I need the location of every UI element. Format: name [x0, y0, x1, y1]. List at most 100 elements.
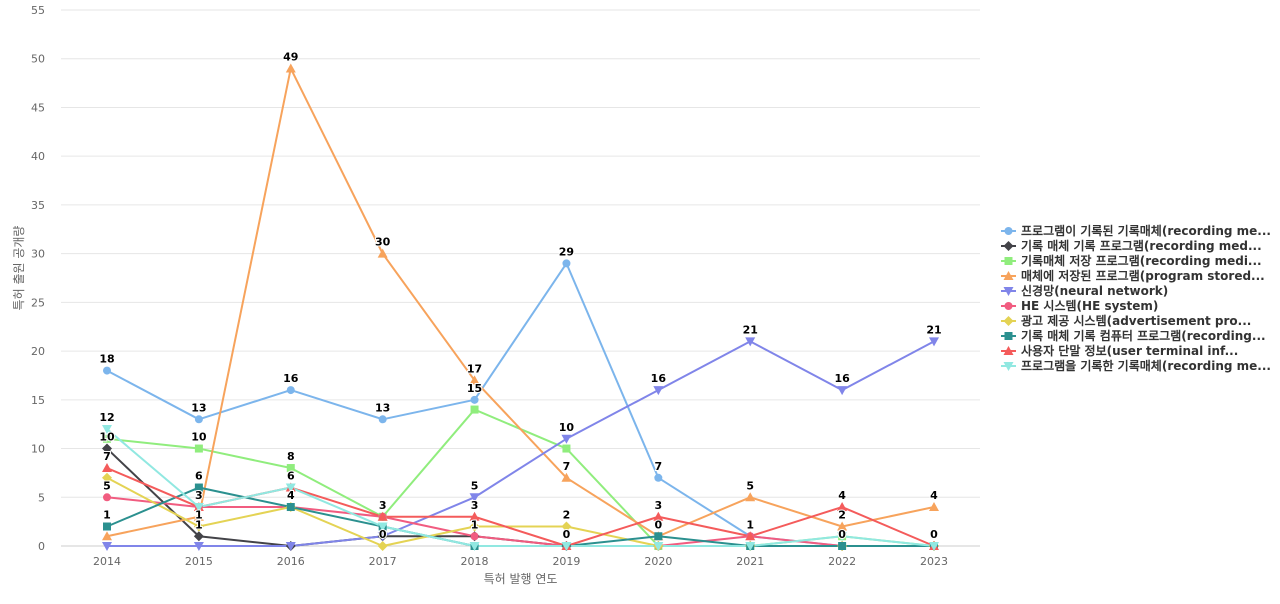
- data-point[interactable]: [193, 542, 204, 551]
- data-label: 1: [195, 518, 203, 531]
- data-point[interactable]: [653, 386, 664, 396]
- legend-item[interactable]: 매체에 저장된 프로그램(program stored...: [1001, 268, 1265, 283]
- legend-item[interactable]: HE 시스템(HE system): [1001, 298, 1158, 313]
- series-markers[interactable]: [102, 63, 939, 551]
- data-point[interactable]: [653, 542, 664, 551]
- data-point[interactable]: [377, 532, 388, 542]
- data-point[interactable]: [837, 502, 848, 512]
- data-point[interactable]: [103, 366, 111, 375]
- legend-marker[interactable]: [1004, 332, 1013, 340]
- data-point[interactable]: [745, 492, 756, 502]
- legend[interactable]: 프로그램이 기록된 기록매체(recording me...기록 매체 기록 프…: [1001, 223, 1271, 373]
- series-line[interactable]: [106, 428, 935, 547]
- data-point[interactable]: [837, 521, 848, 531]
- data-point[interactable]: [837, 532, 848, 542]
- legend-item[interactable]: 신경망(neural network): [1001, 283, 1168, 298]
- data-point[interactable]: [102, 531, 112, 541]
- data-label: 6: [287, 470, 295, 483]
- legend-item[interactable]: 기록 매체 기록 컴퓨터 프로그램(recording...: [1001, 328, 1266, 343]
- data-point[interactable]: [838, 542, 847, 550]
- data-point[interactable]: [286, 503, 295, 512]
- data-point[interactable]: [562, 259, 571, 268]
- data-label: 15: [467, 382, 482, 395]
- series-line[interactable]: [107, 340, 935, 547]
- data-point[interactable]: [470, 532, 479, 541]
- data-point[interactable]: [469, 542, 480, 551]
- legend-marker[interactable]: [1003, 316, 1014, 326]
- data-point[interactable]: [561, 542, 572, 551]
- legend-item[interactable]: 광고 제공 시스템(advertisement pro...: [1001, 313, 1251, 328]
- legend-marker[interactable]: [1004, 302, 1013, 310]
- data-label: 12: [99, 411, 114, 424]
- x-tick-label: 2021: [736, 555, 764, 568]
- data-point[interactable]: [193, 531, 204, 542]
- data-point[interactable]: [194, 483, 203, 492]
- data-point[interactable]: [561, 521, 572, 532]
- data-point[interactable]: [285, 483, 296, 493]
- legend-marker[interactable]: [1004, 257, 1013, 265]
- data-point[interactable]: [193, 521, 204, 532]
- legend-marker[interactable]: [1004, 227, 1013, 235]
- data-point[interactable]: [561, 472, 572, 482]
- legend-marker[interactable]: [1003, 287, 1014, 296]
- data-point[interactable]: [286, 386, 295, 395]
- data-point[interactable]: [469, 493, 480, 503]
- data-labels: 1813161315297101108349301775245101621162…: [98, 49, 942, 542]
- data-point[interactable]: [745, 542, 756, 551]
- legend-item[interactable]: 기록 매체 기록 프로그램(recording med...: [1001, 238, 1262, 253]
- data-point[interactable]: [653, 511, 664, 521]
- series-line[interactable]: [106, 67, 935, 538]
- data-point[interactable]: [837, 386, 848, 396]
- data-point[interactable]: [654, 532, 663, 541]
- data-point[interactable]: [745, 531, 756, 541]
- data-point[interactable]: [103, 522, 111, 531]
- data-point[interactable]: [377, 522, 388, 532]
- data-point[interactable]: [929, 502, 939, 512]
- data-point[interactable]: [469, 375, 480, 385]
- data-point[interactable]: [470, 405, 479, 414]
- data-point[interactable]: [469, 521, 480, 532]
- legend-item[interactable]: 기록매체 저장 프로그램(recording medi...: [1001, 253, 1262, 268]
- data-label: 16: [283, 372, 299, 385]
- data-point[interactable]: [377, 511, 388, 521]
- data-point[interactable]: [103, 493, 111, 502]
- data-point[interactable]: [929, 542, 939, 551]
- data-point[interactable]: [102, 463, 112, 473]
- data-point[interactable]: [654, 473, 663, 482]
- data-label: 8: [287, 450, 295, 463]
- data-point[interactable]: [193, 511, 204, 521]
- legend-item[interactable]: 프로그램이 기록된 기록매체(recording me...: [1001, 223, 1271, 238]
- series-line[interactable]: [106, 476, 934, 547]
- legend-marker[interactable]: [1003, 271, 1014, 280]
- data-point[interactable]: [285, 63, 296, 73]
- data-point[interactable]: [561, 434, 572, 444]
- data-point[interactable]: [745, 337, 756, 347]
- data-label: 7: [103, 450, 111, 463]
- data-point[interactable]: [194, 444, 203, 453]
- data-point[interactable]: [102, 542, 112, 551]
- data-point[interactable]: [469, 511, 480, 521]
- data-point[interactable]: [285, 542, 296, 551]
- data-point[interactable]: [102, 425, 112, 435]
- legend-marker[interactable]: [1003, 362, 1014, 371]
- legend-marker[interactable]: [1003, 241, 1014, 251]
- data-label: 0: [655, 518, 663, 531]
- x-tick-label: 2016: [277, 555, 305, 568]
- data-point[interactable]: [378, 415, 387, 424]
- data-point[interactable]: [562, 444, 571, 453]
- data-point[interactable]: [102, 443, 112, 454]
- data-point[interactable]: [102, 472, 112, 483]
- data-point[interactable]: [377, 541, 388, 551]
- data-point[interactable]: [193, 503, 204, 513]
- data-point[interactable]: [377, 248, 388, 258]
- data-point[interactable]: [470, 395, 479, 404]
- legend-item[interactable]: 사용자 단말 정보(user terminal inf...: [1001, 343, 1238, 358]
- data-point[interactable]: [286, 464, 295, 473]
- data-point[interactable]: [103, 434, 111, 443]
- legend-item[interactable]: 프로그램을 기록한 기록매체(recording me...: [1001, 358, 1271, 373]
- data-point[interactable]: [929, 337, 939, 347]
- series-line[interactable]: [106, 262, 934, 547]
- legend-marker[interactable]: [1003, 346, 1014, 355]
- data-point[interactable]: [194, 415, 203, 424]
